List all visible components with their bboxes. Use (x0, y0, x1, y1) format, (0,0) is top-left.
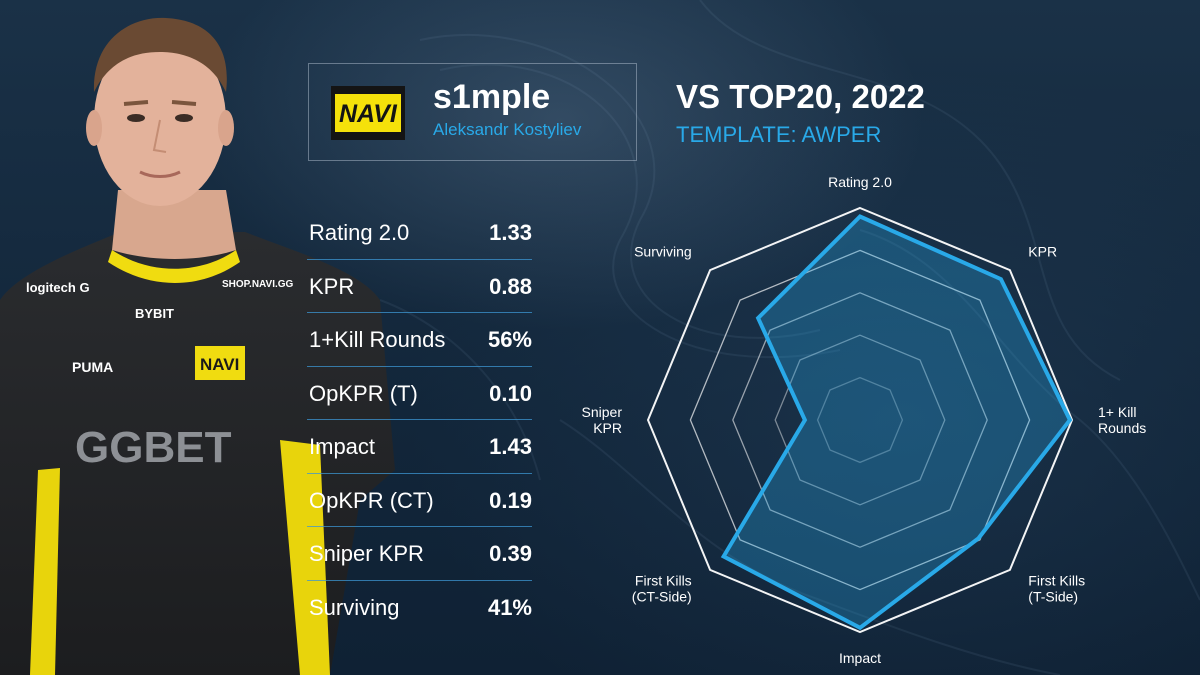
radar-axis-label: KPR (1028, 244, 1057, 260)
jersey-navi-logo: NAVI (195, 346, 245, 380)
player-full-name: Aleksandr Kostyliev (433, 120, 582, 139)
stat-value: 1.33 (489, 220, 532, 245)
radar-data-polygon (720, 214, 1073, 631)
stat-label: KPR (309, 273, 355, 299)
stats-table: Rating 2.0 1.33 KPR 0.88 1+Kill Rounds 5… (307, 206, 532, 634)
radar-grid-ring (732, 292, 988, 548)
stat-value: 1.43 (489, 434, 532, 459)
stat-label: Sniper KPR (309, 541, 424, 566)
stat-label: Impact (309, 434, 376, 459)
sponsor-shop: SHOP.NAVI.GG (222, 279, 294, 290)
radar-axis-label: 1+ Kill Rounds (1098, 404, 1146, 436)
stat-row-surviving: Surviving 41% (307, 581, 532, 635)
radar-axis-label: Rating 2.0 (828, 174, 892, 190)
player-nickname: s1mple (433, 78, 551, 116)
stat-row-opkpr-t: OpKPR (T) 0.10 (307, 367, 532, 420)
stat-value: 0.10 (489, 380, 532, 406)
stat-row-impact: Impact 1.43 (307, 420, 532, 474)
stat-label: Surviving (309, 594, 400, 620)
radar-axis-label: Surviving (634, 244, 692, 260)
stat-label: OpKPR (CT) (309, 487, 434, 513)
svg-text:NAVI: NAVI (339, 100, 398, 128)
stat-value: 56% (487, 327, 532, 352)
sponsor-puma: PUMA (72, 359, 113, 375)
radar-chart: Rating 2.0 KPR 1+ Kill Rounds First Kills (T-… (582, 174, 1147, 666)
stat-label: OpKPR (T) (309, 380, 418, 406)
radar-grid-ring (774, 334, 946, 506)
stat-row-opkpr-ct: OpKPR (CT) 0.19 (307, 474, 532, 527)
radar-axis-label: Impact (839, 650, 881, 666)
stat-value: 41% (487, 594, 532, 620)
stat-label: 1+Kill Rounds (309, 327, 446, 352)
radar-axis-label: First Kills (CT-Side) (632, 572, 692, 604)
stat-row-kill-rounds: 1+Kill Rounds 56% (307, 313, 532, 367)
radar-grid-ring (689, 249, 1031, 591)
radar-grid-ring (816, 376, 904, 464)
stat-row-kpr: KPR 0.88 (307, 260, 532, 313)
sponsor-bybit: BYBIT (135, 306, 174, 321)
page-subtitle: TEMPLATE: AWPER (676, 122, 882, 147)
player-header-card: NAVI s1mple Aleksandr Kostyliev (308, 63, 637, 161)
stat-value: 0.88 (489, 273, 532, 299)
radar-axis-label: First Kills (T-Side) (1028, 572, 1085, 604)
sponsor-ggbet: GGBET (75, 423, 232, 472)
stat-label: Rating 2.0 (309, 220, 410, 245)
player-photo: logitech G SHOP.NAVI.GG BYBIT PUMA NAVI … (0, 17, 395, 675)
stat-row-sniper-kpr: Sniper KPR 0.39 (307, 527, 532, 581)
radar-axis-label: Sniper KPR (582, 404, 623, 436)
page-title: VS TOP20, 2022 (676, 78, 925, 115)
stat-row-rating: Rating 2.0 1.33 (307, 206, 532, 260)
radar-grid-ring (646, 206, 1074, 634)
sponsor-logitech: logitech G (26, 280, 90, 295)
stat-value: 0.39 (489, 541, 532, 566)
svg-text:NAVI: NAVI (200, 355, 239, 374)
navi-logo-icon: NAVI (331, 86, 405, 140)
stat-value: 0.19 (489, 487, 532, 513)
